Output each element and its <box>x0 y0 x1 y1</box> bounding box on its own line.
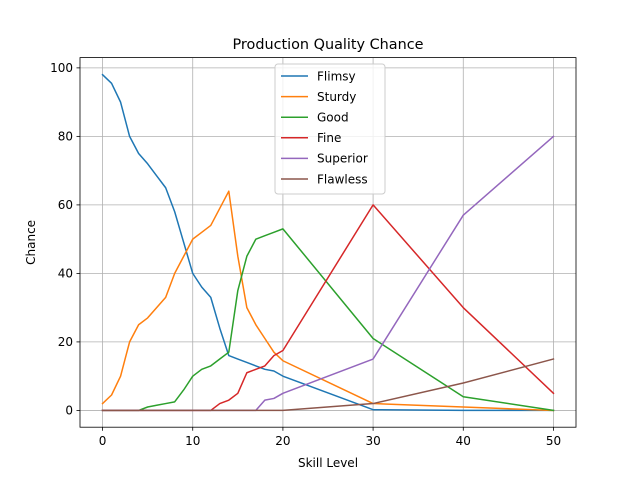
axis-ticks: 0 10 20 30 40 50 0 20 40 60 80 100 <box>50 61 561 448</box>
series-lines <box>101 73 555 412</box>
x-axis-label: Skill Level <box>298 456 358 470</box>
series-line-sturdy <box>101 190 555 412</box>
x-tick-label: 50 <box>546 434 561 448</box>
x-tick-label: 40 <box>456 434 471 448</box>
legend-label: Flimsy <box>317 69 356 83</box>
legend-label: Good <box>317 111 349 125</box>
y-tick-label: 80 <box>58 130 73 144</box>
x-tick-label: 30 <box>365 434 380 448</box>
series-line-flimsy <box>101 73 555 412</box>
y-tick-label: 60 <box>58 198 73 212</box>
y-tick-label: 100 <box>50 61 73 75</box>
legend: Flimsy Sturdy Good Fine Superior Flawless <box>274 63 386 195</box>
y-axis-label: Chance <box>24 220 38 265</box>
y-tick-label: 20 <box>58 335 73 349</box>
y-tick-label: 0 <box>65 404 73 418</box>
legend-label: Sturdy <box>317 90 356 104</box>
x-tick-label: 0 <box>99 434 107 448</box>
legend-label: Fine <box>317 131 341 145</box>
x-tick-label: 20 <box>275 434 290 448</box>
x-tick-label: 10 <box>185 434 200 448</box>
legend-label: Flawless <box>317 172 368 186</box>
chart-title: Production Quality Chance <box>232 37 423 53</box>
series-line-flawless <box>101 358 555 412</box>
legend-label: Superior <box>317 152 368 166</box>
plot-frame <box>79 57 577 428</box>
y-tick-label: 40 <box>58 267 73 281</box>
